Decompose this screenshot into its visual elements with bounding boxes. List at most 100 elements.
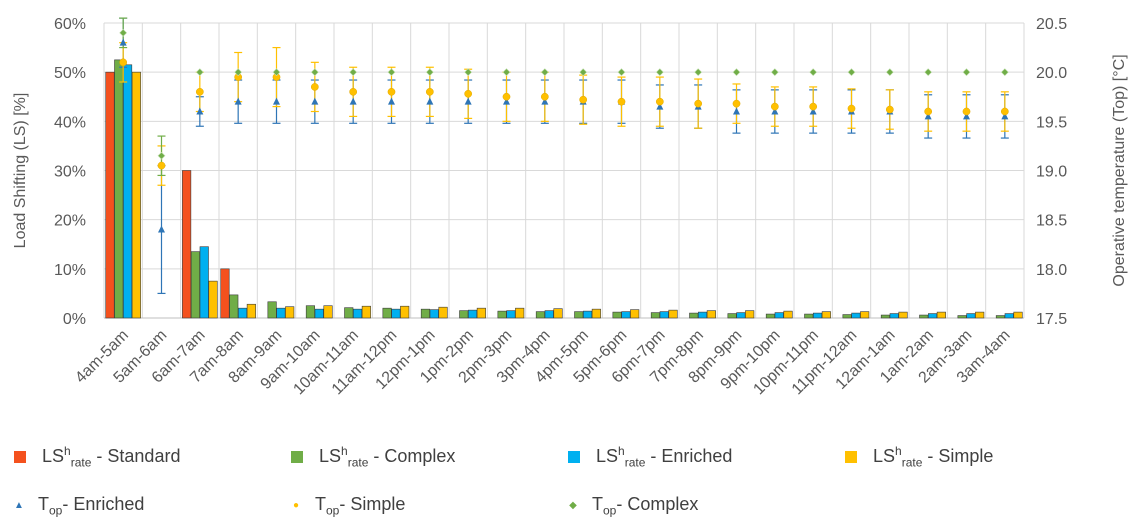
bar-complex [804, 313, 814, 319]
bar-enriched [199, 246, 209, 319]
bar-enriched [429, 309, 439, 319]
bar-complex [535, 311, 545, 319]
bar-simple [131, 71, 141, 319]
bar-complex [880, 314, 890, 319]
point-enriched [733, 107, 740, 115]
bar-complex [305, 305, 315, 319]
bar-simple [515, 307, 525, 319]
point-simple [349, 87, 358, 96]
y2-tick-label: 20.5 [1036, 16, 1067, 33]
point-enriched [503, 97, 510, 105]
point-complex [579, 68, 588, 77]
bar-complex [842, 314, 852, 319]
bar-complex [727, 313, 737, 319]
point-complex [195, 68, 204, 77]
point-complex [502, 68, 511, 77]
point-complex [425, 68, 434, 77]
bar-complex [765, 313, 775, 319]
point-enriched [119, 38, 127, 46]
bar-enriched [659, 311, 669, 319]
bar-simple [668, 309, 678, 319]
bar-enriched [621, 311, 631, 319]
bar-complex [344, 307, 354, 319]
point-complex [617, 68, 626, 77]
bar-complex [229, 294, 239, 319]
bar-complex [190, 251, 200, 319]
bar-complex [919, 314, 929, 319]
bar-complex [689, 312, 699, 319]
point-enriched [196, 107, 204, 115]
bar-enriched [353, 308, 363, 319]
bar-enriched [928, 313, 938, 319]
point-complex [234, 68, 243, 77]
point-complex [157, 151, 166, 160]
point-complex [655, 68, 664, 77]
bar-enriched [889, 313, 899, 319]
point-enriched [273, 97, 280, 105]
point-complex [770, 68, 779, 77]
point-enriched [771, 107, 779, 115]
bar-simple [400, 305, 410, 319]
y-tick-label: 40% [54, 114, 86, 131]
point-enriched [464, 97, 472, 105]
point-complex [349, 68, 358, 77]
bar-enriched [736, 312, 746, 319]
bar-standard [182, 170, 192, 319]
y2-tick-label: 18.5 [1036, 213, 1067, 230]
bar-simple [706, 310, 716, 319]
point-simple [924, 107, 933, 116]
point-enriched [656, 102, 664, 110]
bar-simple [246, 303, 256, 319]
y-tick-label: 0% [63, 311, 86, 328]
bar-enriched [391, 308, 401, 319]
point-simple [502, 92, 511, 101]
point-simple [694, 99, 703, 108]
bar-enriched [583, 310, 593, 319]
bar-simple [821, 311, 831, 319]
y2-tick-label: 20.0 [1036, 65, 1067, 82]
y-tick-label: 60% [54, 16, 86, 33]
point-complex [847, 68, 856, 77]
point-complex [1000, 68, 1009, 77]
point-enriched [541, 97, 549, 105]
y2-tick-label: 19.0 [1036, 164, 1067, 181]
point-simple [617, 97, 626, 106]
point-simple [387, 87, 396, 96]
y-tick-label: 30% [54, 164, 86, 181]
point-enriched [349, 97, 357, 105]
point-simple [157, 161, 166, 170]
point-simple [310, 83, 319, 91]
point-complex [885, 68, 894, 77]
bar-complex [612, 311, 622, 319]
y-tick-label: 20% [54, 213, 86, 230]
y2-tick-label: 18.0 [1036, 262, 1067, 279]
bar-complex [459, 310, 469, 319]
point-simple [847, 104, 856, 113]
point-enriched [1001, 112, 1009, 120]
bar-enriched [314, 308, 324, 319]
bar-complex [574, 311, 584, 319]
point-complex [387, 68, 396, 77]
point-simple [464, 89, 473, 98]
bar-enriched [123, 64, 133, 319]
point-enriched [388, 97, 395, 105]
point-complex [962, 68, 971, 77]
y2-tick-label: 19.5 [1036, 114, 1067, 131]
point-simple [770, 102, 779, 111]
point-simple [962, 107, 971, 116]
bar-enriched [966, 313, 976, 319]
bar-enriched [851, 312, 861, 319]
point-simple [809, 102, 818, 111]
bar-simple [745, 310, 755, 319]
bar-enriched [1004, 313, 1014, 319]
bar-enriched [544, 310, 554, 319]
bar-simple [1013, 311, 1023, 319]
bar-complex [957, 315, 967, 319]
y-tick-label: 50% [54, 65, 86, 82]
bar-complex [420, 308, 430, 319]
y2-tick-label: 17.5 [1036, 311, 1067, 328]
bar-simple [476, 307, 486, 319]
point-enriched [311, 97, 319, 105]
point-complex [119, 28, 128, 37]
